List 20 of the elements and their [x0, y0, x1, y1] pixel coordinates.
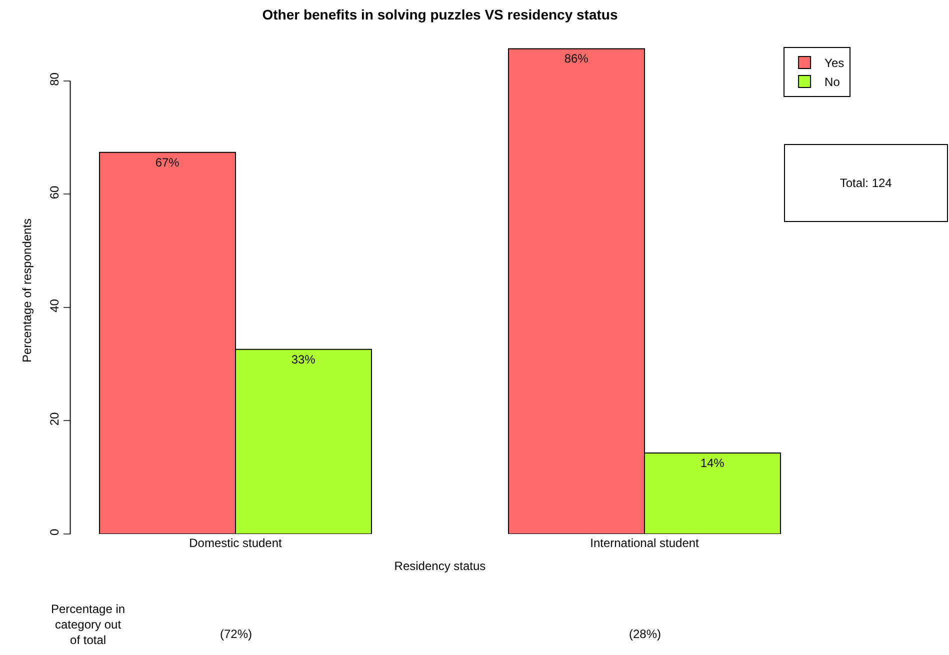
x-tick-label: International student [590, 536, 700, 550]
data-label: 67% [155, 155, 180, 170]
text: (72%) [220, 627, 252, 641]
chart-title: Other benefits in solving puzzles VS residency status [262, 6, 618, 23]
legend-label: No [824, 75, 840, 90]
data-label: 33% [291, 352, 316, 366]
data-label: 86% [564, 52, 589, 66]
y-tick-label: 60 [47, 185, 62, 200]
y-tick-label: 80 [47, 72, 62, 86]
y-tick-label: 20 [47, 412, 62, 426]
annotation: Total: 124 [840, 176, 892, 190]
y-axis-title: Percentage of respondents [20, 218, 34, 363]
data-label: 14% [700, 456, 725, 470]
y-tick-label: 0 [47, 528, 62, 536]
text: Percentage in category out of total [51, 602, 126, 648]
y-tick-label: 40 [47, 298, 62, 312]
text: (28%) [629, 627, 662, 641]
legend-label: Yes [824, 56, 844, 70]
x-axis-title: Residency status [394, 558, 486, 573]
x-tick-label: Domestic student [189, 536, 283, 550]
